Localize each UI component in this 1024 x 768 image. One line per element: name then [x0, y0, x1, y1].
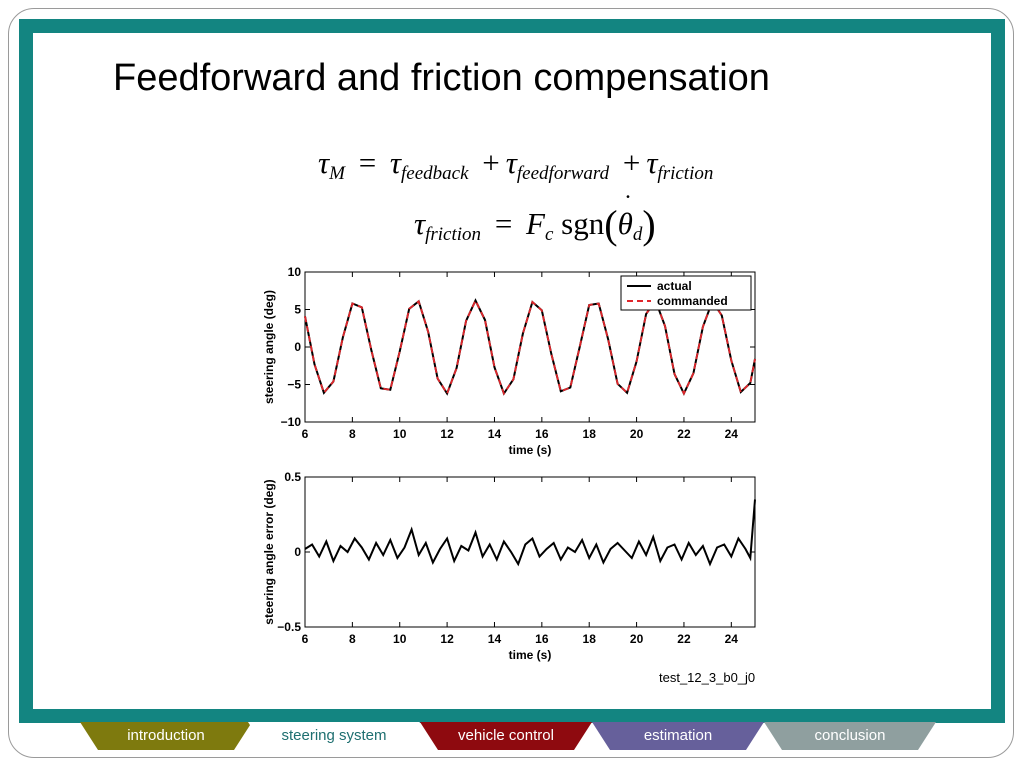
x-tick-label: 16: [535, 427, 549, 441]
x-tick-label: 24: [725, 632, 739, 646]
legend-label: commanded: [657, 294, 728, 308]
equation-torque-sum: τM = τfeedback + τfeedforward + τfriction: [318, 145, 713, 185]
open-paren: (: [604, 202, 618, 247]
subscript-m: M: [329, 163, 345, 184]
x-tick-label: 18: [583, 632, 597, 646]
x-tick-label: 22: [677, 632, 691, 646]
tau-symbol: τ: [318, 145, 330, 180]
x-tick-label: 12: [440, 632, 454, 646]
y-tick-label: −10: [281, 415, 302, 429]
y-tick-label: 0.5: [284, 470, 301, 484]
nav-tab-label: conclusion: [814, 727, 886, 744]
theta-glyph: θ: [617, 206, 633, 241]
section-nav-bar: introduction steering system vehicle con…: [0, 722, 1024, 752]
x-tick-label: 14: [488, 632, 502, 646]
legend-label: actual: [657, 279, 692, 293]
equation-friction: τfriction = Fc sgn(θ ˙ d): [414, 190, 656, 248]
nav-tab-label: steering system: [281, 727, 387, 744]
x-tick-label: 10: [393, 632, 407, 646]
x-tick-label: 12: [440, 427, 454, 441]
x-tick-label: 16: [535, 632, 549, 646]
x-tick-label: 24: [725, 427, 739, 441]
nav-tab-vehicle-control[interactable]: vehicle control: [420, 722, 592, 750]
nav-tab-label: vehicle control: [458, 727, 554, 744]
y-tick-label: 0: [294, 545, 301, 559]
equals-sign: =: [358, 145, 377, 180]
x-tick-label: 10: [393, 427, 407, 441]
nav-tab-label: introduction: [127, 727, 205, 744]
y-tick-label: −0.5: [277, 620, 301, 634]
subscript-friction: friction: [425, 224, 482, 245]
nav-tab-steering-system[interactable]: steering system: [248, 722, 420, 750]
series-line-error: [304, 499, 756, 567]
subscript-friction: friction: [657, 163, 714, 184]
y-tick-label: 10: [288, 265, 302, 279]
subscript-c: c: [544, 224, 554, 245]
y-axis-label: steering angle (deg): [262, 290, 276, 404]
legend-box: [620, 275, 752, 311]
y-tick-label: −5: [287, 378, 301, 392]
x-tick-label: 22: [677, 427, 691, 441]
nav-tab-conclusion[interactable]: conclusion: [764, 722, 936, 750]
x-axis-label: time (s): [509, 648, 552, 662]
nav-tab-introduction[interactable]: introduction: [80, 722, 252, 750]
figure-caption: test_12_3_b0_j0: [659, 670, 756, 685]
y-tick-label: 5: [294, 303, 301, 317]
coulomb-f-symbol: F: [526, 206, 545, 241]
x-tick-label: 20: [630, 632, 644, 646]
x-tick-label: 6: [302, 632, 309, 646]
y-axis-label: steering angle error (deg): [262, 479, 276, 624]
subscript-feedforward: feedforward: [516, 163, 610, 184]
plot-frame: [304, 476, 756, 628]
x-axis-label: time (s): [509, 443, 552, 457]
x-tick-label: 18: [583, 427, 597, 441]
tau-symbol: τ: [389, 145, 402, 180]
tau-symbol: τ: [505, 145, 517, 180]
steering-angle-chart: 6 8 10 12 14 16 18 20 22 24 10 5 0 −5 −10 time (s) steer…: [262, 265, 756, 457]
subscript-feedback: feedback: [401, 163, 469, 184]
tau-symbol: τ: [414, 206, 426, 241]
slide-title: Feedforward and friction compensation: [113, 57, 770, 99]
plus-sign: +: [482, 145, 500, 180]
plus-sign: +: [622, 145, 641, 180]
x-tick-label: 8: [349, 632, 356, 646]
dot-accent: ˙: [623, 190, 633, 219]
x-tick-label: 8: [349, 427, 356, 441]
tau-symbol: τ: [646, 145, 658, 180]
close-paren: ): [642, 202, 656, 247]
nav-tab-estimation[interactable]: estimation: [592, 722, 764, 750]
subscript-d: d: [632, 224, 643, 245]
x-tick-label: 14: [488, 427, 502, 441]
x-tick-label: 6: [302, 427, 309, 441]
x-tick-label: 20: [630, 427, 644, 441]
steering-error-chart: 6 8 10 12 14 16 18 20 22 24 0.5 0 −0.5 time (s) steeri…: [262, 470, 756, 662]
sgn-function: sgn: [561, 206, 605, 241]
theta-dot-symbol: θ ˙: [617, 190, 633, 241]
y-tick-label: 0: [294, 340, 301, 354]
equals-sign: =: [494, 206, 513, 241]
nav-tab-label: estimation: [643, 727, 713, 744]
series-line-commanded: [304, 298, 756, 396]
